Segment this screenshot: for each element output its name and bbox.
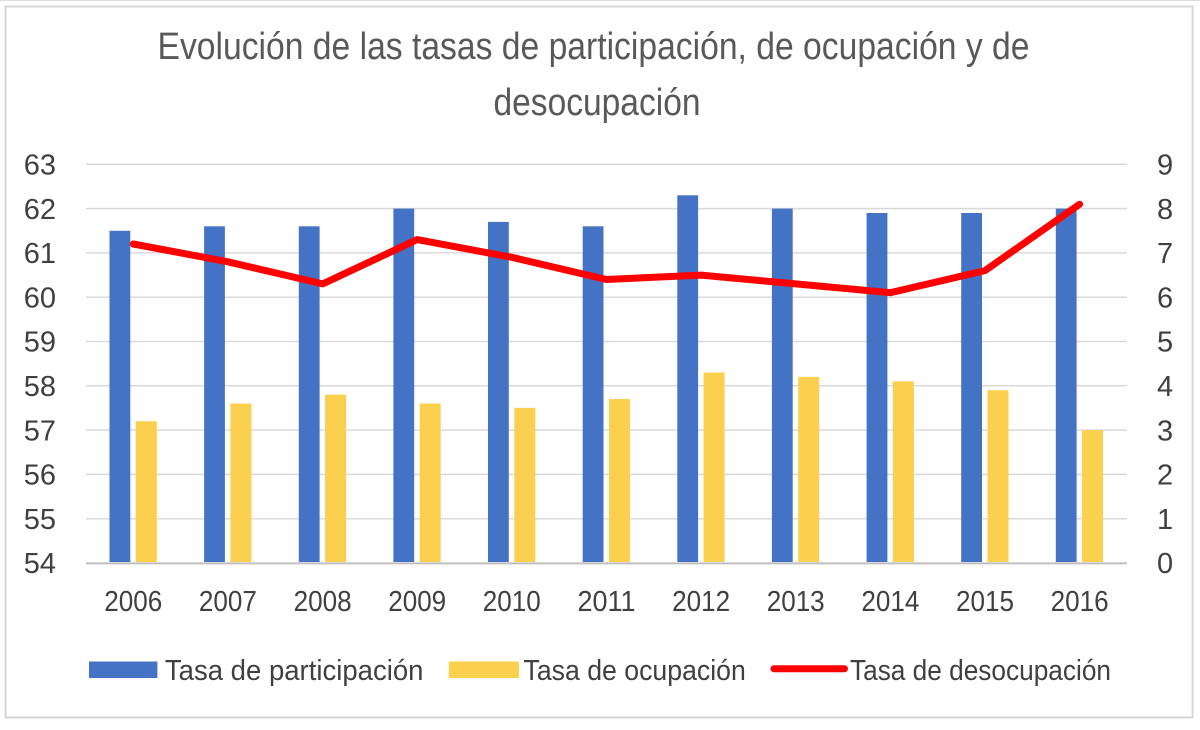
svg-text:2012: 2012	[672, 586, 730, 618]
svg-text:2009: 2009	[388, 586, 446, 618]
svg-text:5: 5	[1157, 327, 1173, 359]
svg-text:61: 61	[24, 238, 56, 270]
svg-text:62: 62	[24, 194, 56, 226]
svg-text:2010: 2010	[483, 586, 541, 618]
svg-text:2015: 2015	[956, 586, 1014, 618]
svg-text:0: 0	[1157, 548, 1173, 580]
svg-text:58: 58	[24, 371, 56, 403]
svg-text:1: 1	[1157, 504, 1173, 536]
svg-text:2014: 2014	[861, 586, 919, 618]
svg-text:59: 59	[24, 327, 56, 359]
svg-text:2011: 2011	[578, 586, 636, 618]
svg-text:Tasa de participación: Tasa de participación	[165, 655, 424, 687]
svg-text:desocupación: desocupación	[494, 82, 701, 124]
svg-text:2007: 2007	[199, 586, 257, 618]
svg-text:9: 9	[1157, 150, 1173, 182]
svg-text:2006: 2006	[104, 586, 162, 618]
svg-text:2008: 2008	[294, 586, 352, 618]
svg-text:57: 57	[24, 415, 56, 447]
svg-text:60: 60	[24, 282, 56, 314]
svg-text:2013: 2013	[767, 586, 825, 618]
svg-text:Tasa de ocupación: Tasa de ocupación	[524, 655, 746, 687]
svg-text:2016: 2016	[1051, 586, 1109, 618]
svg-text:3: 3	[1157, 415, 1173, 447]
svg-text:6: 6	[1157, 282, 1173, 314]
svg-text:7: 7	[1157, 238, 1173, 270]
svg-text:Tasa de desocupación: Tasa de desocupación	[850, 655, 1111, 687]
svg-text:4: 4	[1157, 371, 1173, 403]
svg-text:55: 55	[24, 504, 56, 536]
svg-text:Evolución de las tasas de part: Evolución de las tasas de participación,…	[158, 26, 1030, 68]
svg-text:8: 8	[1157, 194, 1173, 226]
svg-text:2: 2	[1157, 460, 1173, 492]
svg-text:56: 56	[24, 460, 56, 492]
svg-text:63: 63	[24, 150, 56, 182]
svg-text:54: 54	[24, 548, 56, 580]
